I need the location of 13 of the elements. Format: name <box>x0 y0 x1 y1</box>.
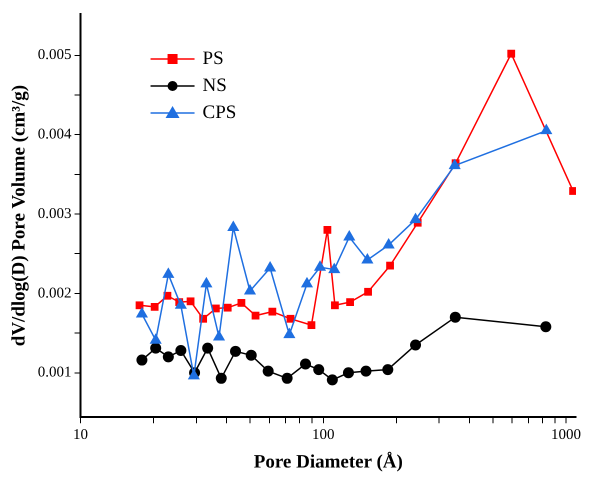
y-tick-label: 0.004 <box>38 126 72 143</box>
legend-label: CPS <box>202 102 236 123</box>
y-tick-label: 0.002 <box>38 285 72 302</box>
x-axis-title: Pore Diameter (Å) <box>254 452 403 473</box>
y-tick-label: 0.005 <box>38 47 72 64</box>
x-tick-label: 1000 <box>550 427 581 444</box>
y-tick-label: 0.003 <box>38 206 72 222</box>
legend-label: PS <box>202 48 224 69</box>
y-tick-label: 0.001 <box>38 364 72 381</box>
y-axis-title: dV/dlog(D) Pore Volume (cm³/g) <box>8 84 30 346</box>
x-tick-label: 10 <box>73 427 88 444</box>
legend-label: NS <box>202 74 227 96</box>
x-tick-label: 100 <box>312 427 334 444</box>
